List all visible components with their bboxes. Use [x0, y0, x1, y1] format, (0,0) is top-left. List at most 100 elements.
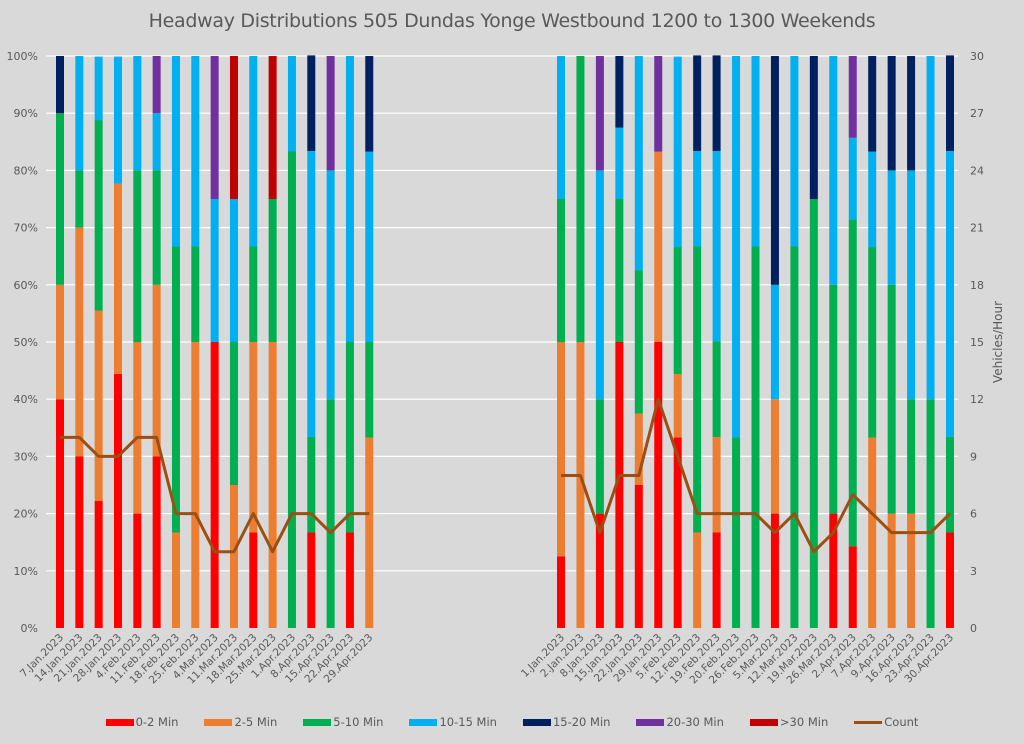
- bar-segment-2-5-min: [75, 227, 84, 457]
- bar-segment-10-15-min: [557, 56, 565, 199]
- bar-segment-5-10-min: [268, 199, 277, 342]
- bar-segment-2-5-min: [654, 151, 663, 342]
- bar-segment-2-5-min: [191, 342, 200, 628]
- bar-segment-0-2-min: [829, 513, 838, 628]
- bar-segment-10-15-min: [634, 56, 643, 271]
- bar-segment-10-15-min: [152, 113, 161, 171]
- bar-segment-5-10-min: [249, 246, 258, 342]
- bar-segment-0-2-min: [152, 456, 161, 628]
- bar-segment-5-10-min: [732, 437, 741, 628]
- bar-segment-5-10-min: [307, 436, 316, 533]
- bar-segment-5-10-min: [790, 246, 799, 628]
- bar-segment-5-10-min: [557, 199, 565, 342]
- legend-swatch: [749, 718, 778, 726]
- bar-segment-15-20-min: [307, 55, 316, 151]
- bar-segment-10-15-min: [946, 150, 954, 437]
- legend-swatch: [105, 718, 134, 726]
- bar-segment-0-2-min: [654, 342, 663, 628]
- bar-segment-10-15-min: [790, 56, 799, 247]
- bar-segment-10-15-min: [712, 150, 721, 342]
- bar-segment-2-5-min: [770, 399, 779, 514]
- bar-segment-10-15-min: [732, 56, 741, 438]
- y-tick-left: 20%: [14, 508, 38, 521]
- bar-segment-0-2-min: [673, 437, 682, 628]
- bar-segment-10-15-min: [307, 150, 316, 437]
- bar-segment-5-10-min: [926, 399, 935, 628]
- bar-segment--30-min: [229, 56, 238, 199]
- legend-swatch: [636, 718, 665, 726]
- bar-segment-0-2-min: [210, 342, 219, 628]
- bar-segment-2-5-min: [712, 436, 721, 533]
- y-tick-right: 21: [970, 222, 984, 235]
- bar-segment-5-10-min: [946, 436, 954, 533]
- bar-segment-15-20-min: [868, 56, 877, 152]
- bar-segment-15-20-min: [365, 56, 374, 152]
- y-tick-right: 18: [970, 279, 984, 292]
- bar-segment-2-5-min: [229, 485, 238, 628]
- bar-segment-5-10-min: [365, 342, 374, 438]
- bar-segment-5-10-min: [634, 270, 643, 414]
- bar-segment-0-2-min: [133, 513, 142, 628]
- bar-segment-5-10-min: [56, 113, 64, 285]
- bar-segment-5-10-min: [287, 151, 296, 629]
- bar-segment-5-10-min: [595, 399, 604, 514]
- bar-segment-10-15-min: [673, 56, 682, 248]
- legend-label: 10-15 Min: [439, 715, 497, 729]
- bar-segment-5-10-min: [887, 284, 896, 514]
- y-axis-title-right: Vehicles/Hour: [991, 301, 1005, 383]
- bar-segment-10-15-min: [249, 56, 258, 247]
- bar-segment-10-15-min: [94, 56, 103, 121]
- bar-segment-2-5-min: [249, 342, 258, 533]
- bar-segment-2-5-min: [268, 342, 277, 628]
- bar-segment-5-10-min: [94, 120, 103, 311]
- bar-segment-0-2-min: [615, 342, 624, 628]
- bar-segment-10-15-min: [113, 56, 122, 184]
- bar-segment-0-2-min: [946, 532, 954, 628]
- bar-segment-0-2-min: [94, 501, 103, 628]
- legend-item: 20-30 Min: [636, 715, 724, 729]
- bar-segment-0-2-min: [307, 532, 316, 628]
- bar-segment-15-20-min: [946, 55, 954, 151]
- bar-segment-5-10-min: [712, 341, 721, 437]
- legend-item: 0-2 Min: [105, 715, 179, 729]
- legend-label: >30 Min: [779, 715, 829, 729]
- bar-segment-10-15-min: [848, 137, 857, 220]
- bar-segment-20-30-min: [326, 56, 335, 171]
- bar-segment-2-5-min: [133, 342, 142, 514]
- legend-label: 0-2 Min: [135, 715, 179, 729]
- y-tick-right: 27: [970, 107, 984, 120]
- bar-segment-5-10-min: [673, 247, 682, 375]
- bar-segment-10-15-min: [751, 56, 760, 247]
- bar-segment-2-5-min: [693, 532, 702, 628]
- bar-segment-5-10-min: [152, 170, 161, 285]
- bar-segment-2-5-min: [907, 513, 916, 628]
- bar-segment-15-20-min: [712, 55, 721, 151]
- legend-swatch: [303, 718, 332, 726]
- legend-item: 5-10 Min: [303, 715, 383, 729]
- bar-segment-20-30-min: [152, 56, 161, 114]
- bar-segment-10-15-min: [287, 56, 296, 152]
- bar-segment-5-10-min: [191, 246, 200, 342]
- bar-segment--30-min: [268, 56, 277, 199]
- legend-swatch: [204, 718, 233, 726]
- bar-segment-10-15-min: [210, 199, 219, 342]
- bar-segment-20-30-min: [210, 56, 219, 199]
- legend-label: 15-20 Min: [552, 715, 611, 729]
- bar-segment-0-2-min: [345, 532, 354, 628]
- bar-segment-10-15-min: [829, 56, 838, 285]
- bar-segment-5-10-min: [576, 56, 585, 342]
- bar-segment-10-15-min: [907, 170, 916, 400]
- legend-swatch: [854, 720, 883, 724]
- bar-segment-5-10-min: [751, 246, 760, 628]
- bar-segment-0-2-min: [113, 374, 122, 628]
- bar-segment-10-15-min: [75, 56, 84, 171]
- y-tick-left: 30%: [14, 450, 38, 463]
- y-tick-left: 60%: [14, 279, 38, 292]
- legend: 0-2 Min 2-5 Min 5-10 Min 10-15 Min 15-20 Min…: [0, 715, 1024, 729]
- legend-item: 15-20 Min: [522, 715, 611, 729]
- bar-segment-15-20-min: [615, 56, 624, 128]
- legend-item: 2-5 Min: [204, 715, 277, 729]
- bar-segment-2-5-min: [868, 437, 877, 628]
- bar-segment-15-20-min: [809, 56, 818, 199]
